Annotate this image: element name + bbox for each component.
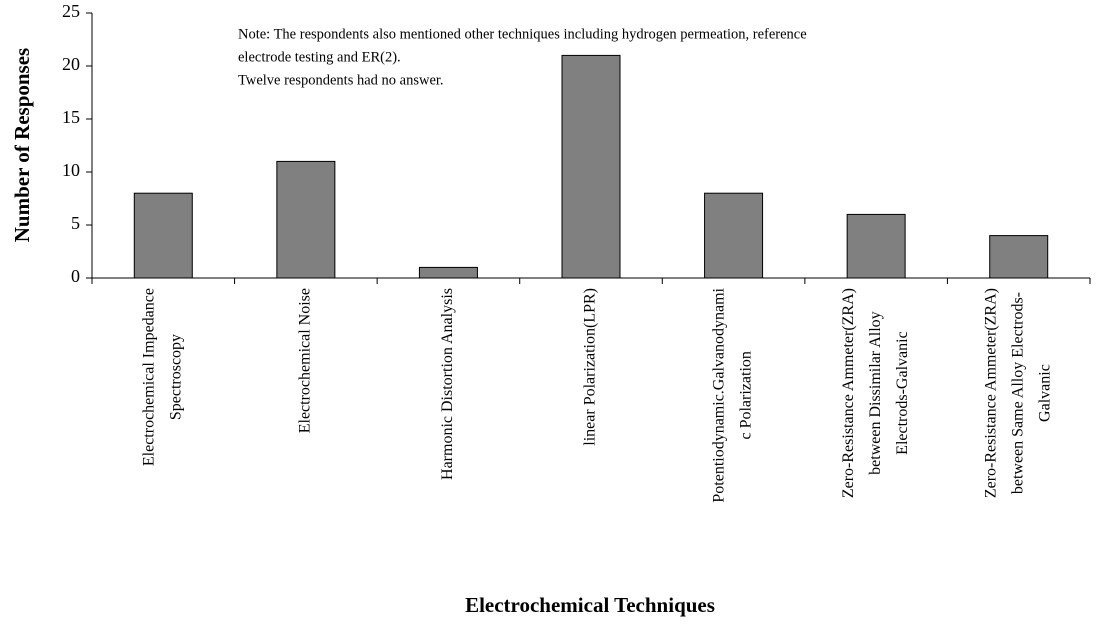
x-tick-label: Galvanic — [1036, 364, 1053, 422]
x-tick-label: between Same Alloy Electrods- — [1009, 292, 1026, 494]
x-tick-label: between Dissimilar Alloy — [867, 311, 884, 475]
bar — [418, 266, 478, 279]
y-tick-label: 5 — [71, 213, 80, 233]
x-axis-title: Electrochemical Techniques — [465, 593, 715, 617]
bar — [276, 160, 336, 279]
x-tick-label: Zero-Resistance Ammeter(ZRA) — [840, 288, 857, 498]
y-tick-label: 0 — [71, 266, 80, 286]
annotation: Twelve respondents had no answer. — [238, 72, 444, 88]
bar — [133, 192, 193, 279]
x-tick-label: Electrochemical Impedance — [140, 288, 157, 466]
y-tick-label: 15 — [62, 107, 80, 127]
x-tick-label: Spectroscopy — [167, 334, 184, 420]
annotation: Note: The respondents also mentioned oth… — [238, 26, 807, 42]
annotation: electrode testing and ER(2). — [238, 49, 401, 65]
x-tick-label: linear Polarization(LPR) — [582, 288, 599, 446]
x-tick-label: Potentiodynamic.Galvanodynami — [711, 287, 728, 502]
x-tick-label: c Polarization — [738, 351, 755, 439]
x-tick-label: Harmonic Distortion Analysis — [439, 288, 456, 480]
x-tick-label: Zero-Resistance Ammeter(ZRA) — [982, 288, 999, 498]
bar — [989, 235, 1049, 279]
x-tick-label: Electrochemical Noise — [297, 288, 314, 433]
bar — [846, 213, 906, 279]
bar — [561, 54, 621, 279]
bar — [704, 192, 764, 279]
y-tick-label: 10 — [62, 160, 80, 180]
y-axis-title: Number of Responses — [10, 48, 34, 242]
x-tick-label: Electrods-Galvanic — [894, 331, 911, 455]
y-tick-label: 20 — [62, 54, 80, 74]
y-tick-label: 25 — [62, 1, 80, 21]
